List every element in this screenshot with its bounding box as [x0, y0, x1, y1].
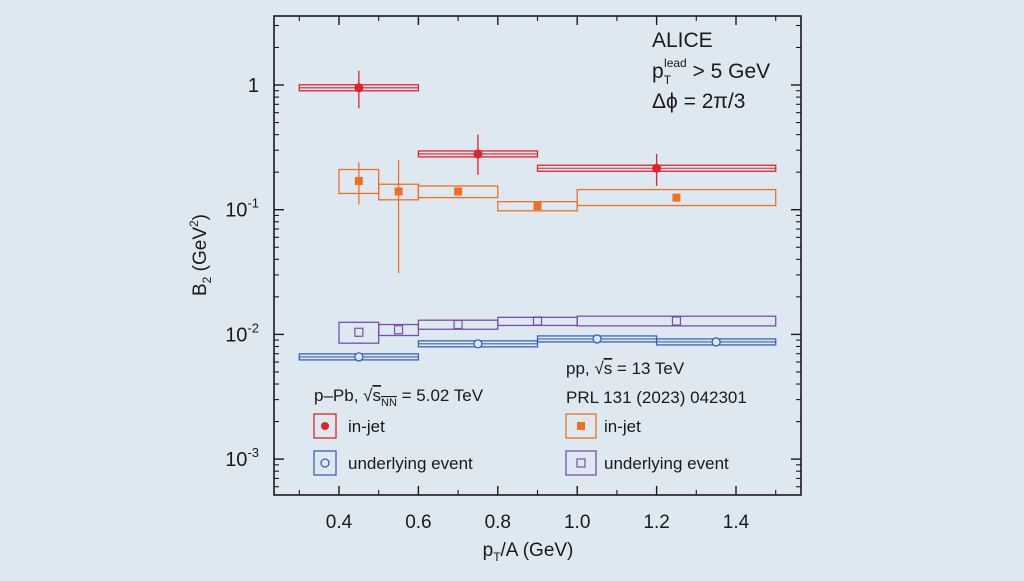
sys-error-box [417, 185, 499, 199]
legend-ppb-injet-marker [321, 422, 329, 430]
series-1 [298, 334, 777, 362]
sys-error-box [576, 188, 777, 207]
legend-pp-injet-marker [577, 422, 585, 430]
data-point [473, 339, 483, 349]
sys-error-box [497, 316, 578, 327]
axes: 0.4 0.6 0.8 1.0 1.2 1.4 1 10-1 10-2 10-3 [225, 16, 801, 533]
data-point [454, 187, 463, 196]
y-tick-label: 1 [248, 75, 259, 97]
data-layer [298, 70, 777, 362]
x-tick-label: 1.2 [643, 512, 669, 533]
legend-pp-ue-marker [576, 458, 586, 468]
data-point [354, 176, 363, 185]
data-point [671, 316, 682, 326]
sys-error-box [576, 315, 777, 327]
y-tick-label: 10-2 [225, 320, 259, 346]
y-tick-label: 10-3 [225, 445, 259, 471]
data-point [672, 193, 681, 202]
legend-pp-ue-label: underlying event [604, 454, 729, 473]
pp-reference-label: PRL 131 (2023) 042301 [566, 388, 747, 407]
data-point [652, 163, 662, 173]
x-tick-label: 0.4 [326, 512, 353, 533]
series-3 [338, 315, 777, 344]
legend-ppb-injet-label: in-jet [348, 417, 385, 436]
x-axis-title: pT/A (GeV) [483, 540, 574, 564]
pp-system-label: pp, √s = 13 TeV [566, 359, 685, 378]
experiment-label: ALICE [652, 29, 713, 52]
x-tick-label: 0.8 [485, 512, 511, 533]
legend-pp-injet-label: in-jet [604, 417, 641, 436]
legend-ppb-ue-label: underlying event [348, 454, 473, 473]
x-tick-label: 1.0 [564, 512, 590, 533]
legend-pp-injet-box [565, 413, 597, 439]
data-point [533, 202, 542, 211]
legend-ppb-injet-box [313, 413, 337, 439]
cut-label: pTlead > 5 GeV [652, 56, 770, 87]
legend: in-jet underlying event in-jet underlyin… [313, 413, 729, 476]
data-point [592, 334, 602, 344]
sys-error-box [417, 319, 499, 330]
legend-pp-ue-box [565, 450, 597, 476]
dphi-label: Δϕ = 2π/3 [652, 90, 745, 113]
series-2 [338, 160, 777, 274]
sys-error-box [497, 201, 578, 212]
data-point [453, 319, 463, 330]
data-point [532, 316, 543, 326]
series-0 [298, 70, 777, 186]
x-tick-label: 0.6 [405, 512, 431, 533]
data-point [711, 337, 721, 347]
sys-error-box [378, 323, 420, 337]
data-point [394, 187, 403, 196]
ppb-system-label: p–Pb, √sNN = 5.02 TeV [314, 386, 484, 409]
y-axis-title: B2 (GeV2) [187, 214, 214, 296]
sys-error-box [338, 321, 380, 344]
data-point [354, 83, 364, 93]
data-point [354, 327, 364, 337]
legend-ppb-ue-box [313, 450, 337, 476]
legend-ppb-ue-marker [320, 458, 330, 468]
y-tick-label: 10-1 [225, 196, 259, 222]
data-point [473, 149, 483, 159]
x-tick-label: 1.4 [723, 512, 750, 533]
data-point [393, 325, 404, 335]
data-point [354, 352, 364, 362]
